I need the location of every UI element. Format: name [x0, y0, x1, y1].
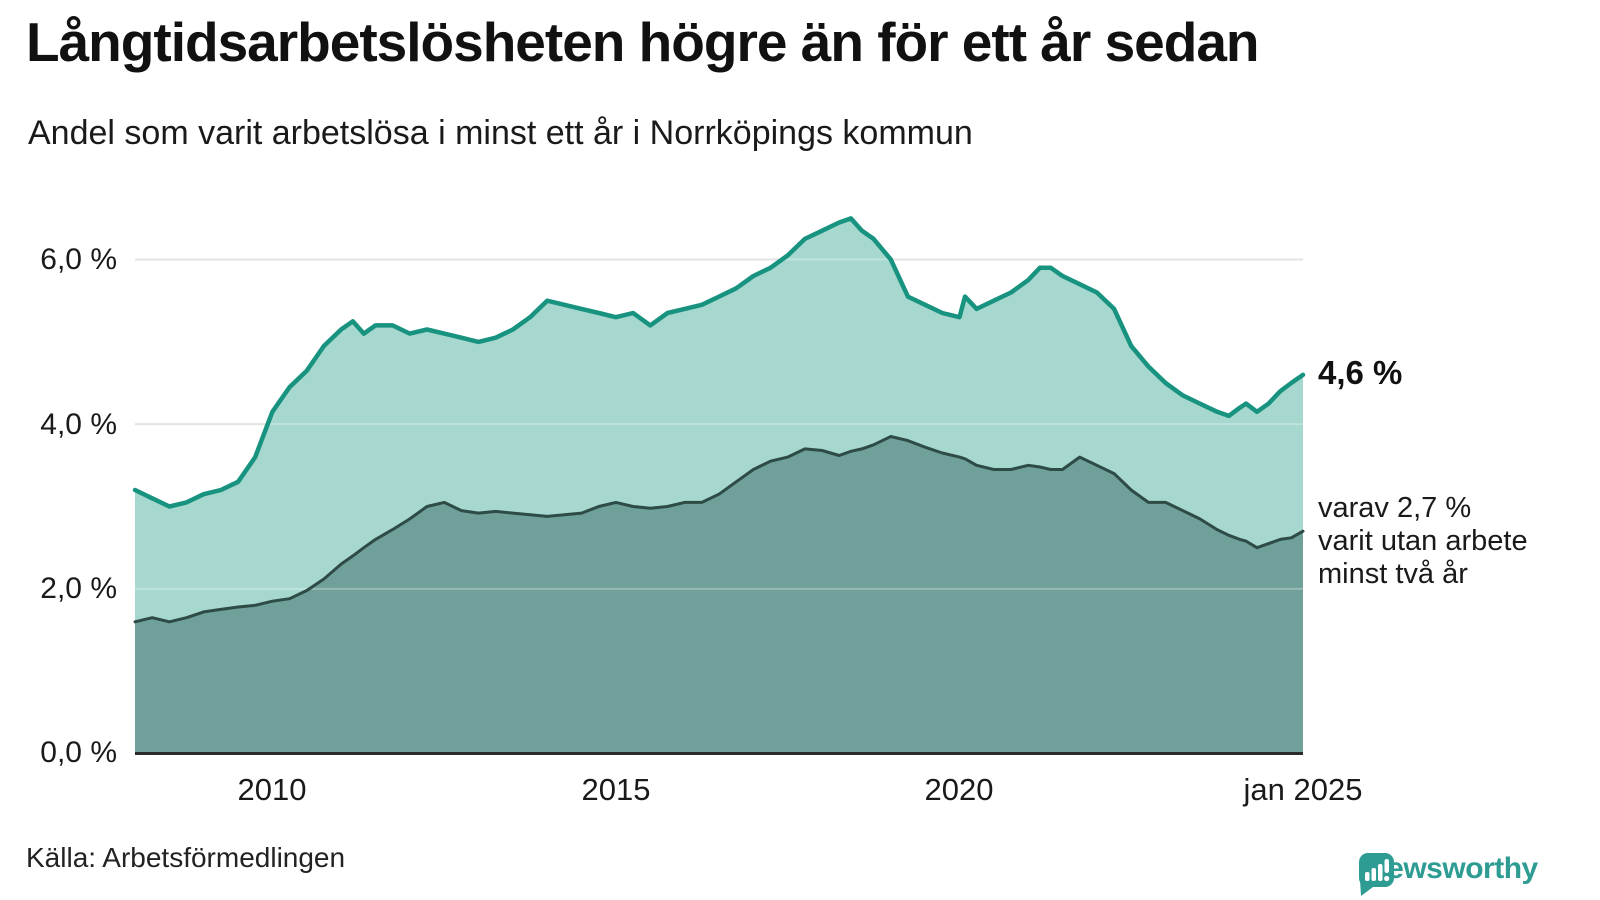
series-2-area	[135, 436, 1303, 754]
x-tick-2020: 2020	[924, 772, 994, 807]
series-1-line	[132, 216, 1306, 509]
page-subtitle: Andel som varit arbetslösa i minst ett å…	[28, 114, 973, 152]
latest-value-label: 4,6 %	[1318, 354, 1403, 391]
y-tick-0: 0,0 %	[40, 736, 117, 769]
series2-note-line1: varav 2,7 %	[1318, 492, 1472, 524]
y-tick-2: 2,0 %	[40, 572, 117, 605]
newsworthy-logo: Newsworthy	[1356, 852, 1538, 896]
series2-note-line2: varit utan arbete	[1318, 525, 1528, 557]
y-tick-6: 6,0 %	[40, 243, 117, 276]
newsworthy-wordmark: Newsworthy	[1366, 852, 1538, 885]
page-title: Långtidsarbetslösheten högre än för ett …	[26, 11, 1260, 73]
series-2-line	[133, 435, 1305, 624]
x-tick-jan2025: jan 2025	[1243, 772, 1363, 807]
source-note: Källa: Arbetsförmedlingen	[26, 842, 346, 873]
newsworthy-bubble-icon	[1359, 853, 1394, 896]
x-tick-2010: 2010	[237, 772, 307, 807]
y-tick-4: 4,0 %	[40, 408, 117, 441]
series2-note-line3: minst två år	[1318, 558, 1468, 590]
series2-note: varav 2,7 % varit utan arbete minst två …	[1318, 492, 1528, 591]
x-tick-2015: 2015	[581, 772, 651, 807]
